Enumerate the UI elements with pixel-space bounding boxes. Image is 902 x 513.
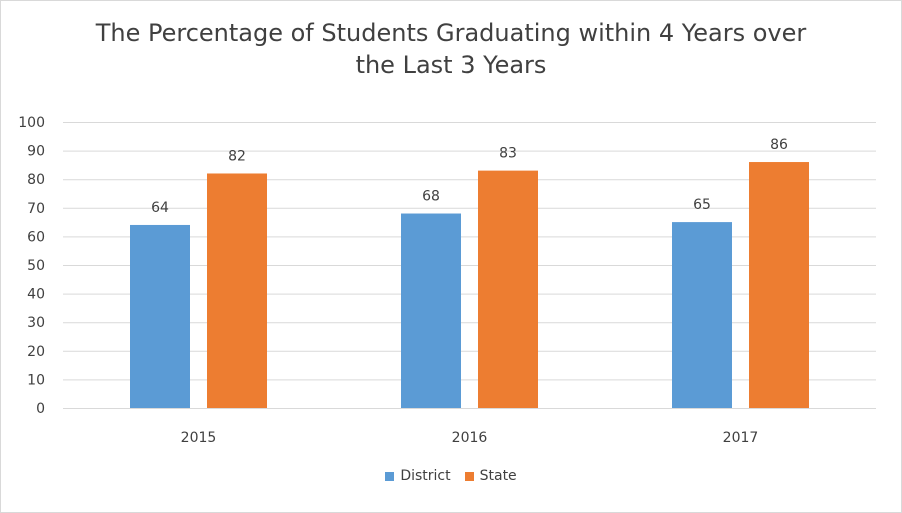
legend-swatch-district <box>385 471 395 481</box>
legend-label-state: State <box>479 468 517 484</box>
y-tick-label-100: 100 <box>18 115 45 131</box>
data-label-district-2015: 64 <box>151 200 169 216</box>
y-tick-label-80: 80 <box>27 172 45 188</box>
y-tick-label-10: 10 <box>27 372 45 388</box>
y-tick-label-20: 20 <box>27 344 45 360</box>
bar-district-2015 <box>130 224 190 408</box>
data-label-state-2016: 83 <box>499 146 517 162</box>
bar-state-2015 <box>207 173 267 408</box>
chart-title-line-1: The Percentage of Students Graduating wi… <box>95 19 807 47</box>
bar-district-2016 <box>401 213 461 408</box>
y-tick-label-70: 70 <box>27 201 45 217</box>
y-tick-label-30: 30 <box>27 315 45 331</box>
y-tick-label-0: 0 <box>36 401 45 417</box>
bar-state-2017 <box>749 162 809 408</box>
y-tick-label-60: 60 <box>27 229 45 245</box>
chart-title-line-2: the Last 3 Years <box>355 51 547 79</box>
y-tick-label-90: 90 <box>27 144 45 160</box>
bar-state-2016 <box>478 170 538 408</box>
x-tick-label-2016: 2016 <box>452 430 488 446</box>
legend: District State <box>1 468 901 484</box>
x-tick-label-2015: 2015 <box>181 430 217 446</box>
chart-title: The Percentage of Students Graduating wi… <box>1 17 901 81</box>
legend-item-district: District <box>385 468 451 484</box>
data-label-state-2015: 82 <box>228 148 246 164</box>
y-tick-label-50: 50 <box>27 258 45 274</box>
legend-swatch-state <box>464 471 474 481</box>
y-tick-label-40: 40 <box>27 287 45 303</box>
bar-district-2017 <box>672 222 732 408</box>
data-label-state-2017: 86 <box>770 137 788 153</box>
legend-item-state: State <box>464 468 517 484</box>
x-tick-label-2017: 2017 <box>723 430 759 446</box>
legend-label-district: District <box>400 468 451 484</box>
data-label-district-2017: 65 <box>693 197 711 213</box>
data-label-district-2016: 68 <box>422 189 440 205</box>
